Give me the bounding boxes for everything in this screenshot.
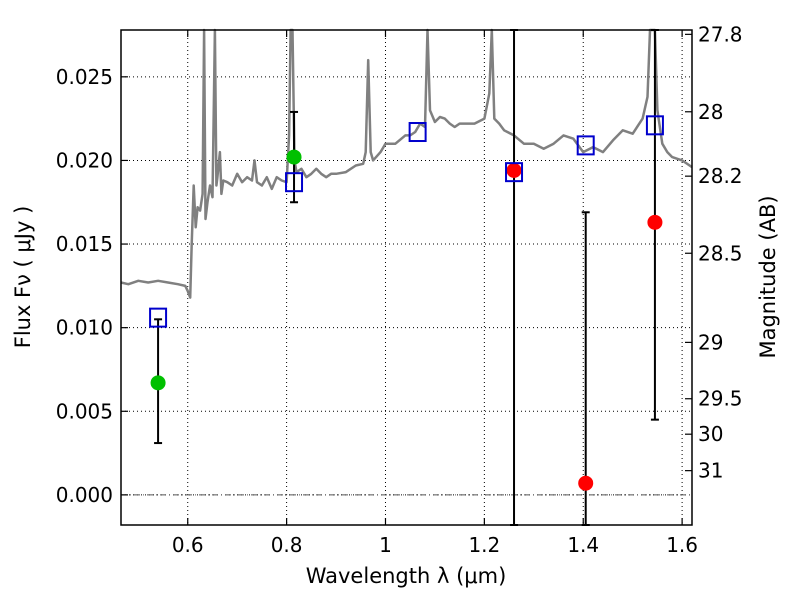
x-tick-label: 1 — [379, 533, 392, 557]
x-tick-label: 1.2 — [468, 533, 500, 557]
y2-tick-label: 28 — [698, 100, 723, 124]
data-point-green — [150, 375, 166, 391]
x-axis-title: Wavelength λ (μm) — [306, 564, 507, 588]
data-point-red — [506, 162, 522, 178]
y-tick-label: 0.015 — [56, 232, 113, 256]
model-photometry-square — [285, 172, 304, 193]
y2-tick-label: 28.5 — [698, 241, 743, 265]
x-tick-label: 1.4 — [567, 533, 599, 557]
y-tick-label: 0.020 — [56, 148, 113, 172]
axis-ticks — [121, 30, 692, 525]
y2-tick-label: 27.8 — [698, 22, 743, 46]
x-tick-label: 1.6 — [666, 533, 698, 557]
model-photometry-square — [408, 122, 427, 143]
model-photometry-square — [576, 135, 595, 156]
data-point-green — [286, 149, 302, 165]
y-tick-label: 0.025 — [56, 65, 113, 89]
y-tick-labels: 0.000 0.005 0.010 0.015 0.020 0.025 — [56, 65, 113, 507]
plot-frame — [120, 29, 693, 526]
model-photometry-square — [505, 162, 524, 183]
model-spectrum — [120, 28, 693, 299]
y2-tick-label: 29.5 — [698, 387, 743, 411]
y2-tick-label: 31 — [698, 459, 723, 483]
y-tick-label: 0.000 — [56, 483, 113, 507]
grid-lines — [121, 30, 692, 525]
x-tick-label: 0.6 — [172, 533, 204, 557]
y-tick-label: 0.010 — [56, 316, 113, 340]
y-axis-title: Flux Fν ( μJy ) — [11, 206, 35, 349]
y2-tick-label: 28.2 — [698, 164, 743, 188]
data-point-red — [647, 214, 663, 230]
model-photometry-square — [149, 307, 168, 328]
x-tick-label: 0.8 — [271, 533, 303, 557]
data-markers — [149, 115, 664, 491]
model-spectrum-line — [120, 28, 693, 299]
y-tick-label: 0.005 — [56, 399, 113, 423]
y2-tick-labels: 27.8 28 28.2 28.5 29 29.5 30 31 — [698, 22, 743, 482]
model-photometry-square — [645, 115, 664, 136]
y2-axis-title: Magnitude (AB) — [756, 195, 780, 358]
data-point-red — [578, 475, 594, 491]
y2-tick-label: 30 — [698, 422, 723, 446]
x-tick-labels: 0.6 0.8 1 1.2 1.4 1.6 — [172, 533, 698, 557]
y2-tick-label: 29 — [698, 330, 723, 354]
